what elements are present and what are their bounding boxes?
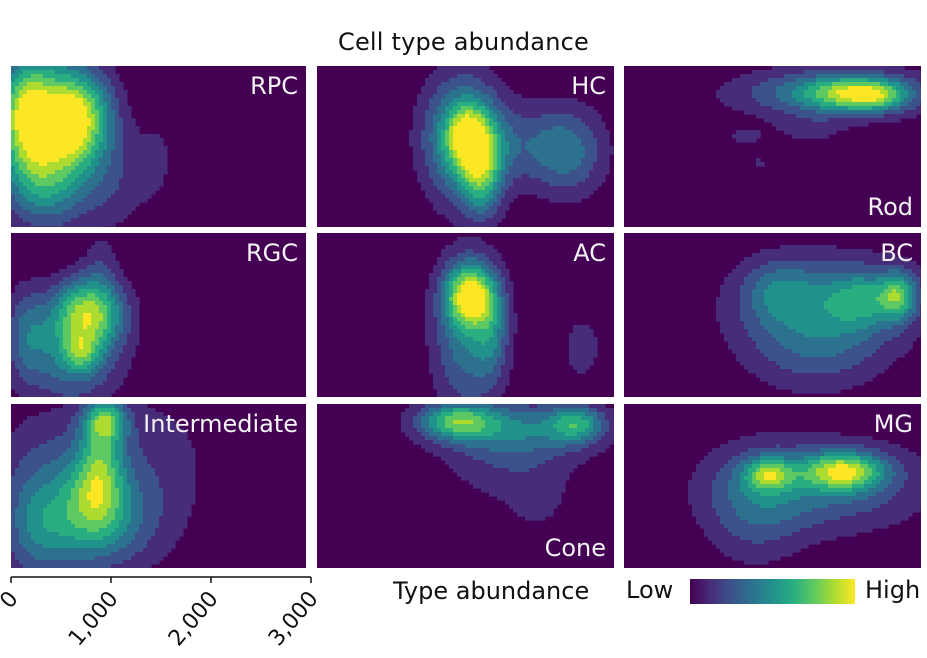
x-axis: 0 1,000 2,000 3,000 <box>0 576 324 651</box>
density-plot <box>425 237 598 397</box>
panel-mg: MG <box>624 404 921 568</box>
panel-rpc: RPC <box>11 66 306 227</box>
panel-intermediate: Intermediate <box>11 404 306 568</box>
panel-label: RPC <box>250 72 298 100</box>
x-tick-label: 1,000 <box>64 587 124 651</box>
density-plot <box>716 245 921 394</box>
panel-rod: Rod <box>624 66 921 227</box>
density-plot <box>11 404 196 568</box>
panel-label: AC <box>573 239 606 267</box>
panel-label: Intermediate <box>143 410 298 438</box>
panel-label: MG <box>873 410 913 438</box>
x-tick-label: 3,000 <box>264 587 324 651</box>
legend-colorbar <box>690 579 855 604</box>
panel-label: BC <box>880 239 913 267</box>
panel-label: Rod <box>867 193 913 221</box>
panel-label: Cone <box>544 534 606 562</box>
panel-bc: BC <box>624 233 921 397</box>
chart-title: Cell type abundance <box>337 28 589 56</box>
density-plot <box>401 404 614 521</box>
x-tick-label: 2,000 <box>164 587 224 651</box>
density-plot <box>11 241 140 397</box>
density-plot <box>688 432 921 565</box>
panel-hc: HC <box>317 66 614 227</box>
panel-label: HC <box>571 72 606 100</box>
density-plot <box>716 66 921 167</box>
legend-title: Type abundance <box>393 577 590 605</box>
panel-cone: Cone <box>317 404 614 568</box>
density-plot <box>409 66 614 227</box>
panel-rgc: RGC <box>11 233 306 397</box>
x-tick-label: 0 <box>0 587 24 614</box>
panel-label: RGC <box>245 239 298 267</box>
density-plot <box>11 66 168 227</box>
panel-ac: AC <box>317 233 614 397</box>
legend-high-label: High <box>865 576 921 604</box>
legend-low-label: Low <box>626 576 674 604</box>
